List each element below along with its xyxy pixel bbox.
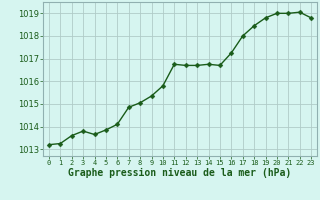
X-axis label: Graphe pression niveau de la mer (hPa): Graphe pression niveau de la mer (hPa) xyxy=(68,168,292,178)
